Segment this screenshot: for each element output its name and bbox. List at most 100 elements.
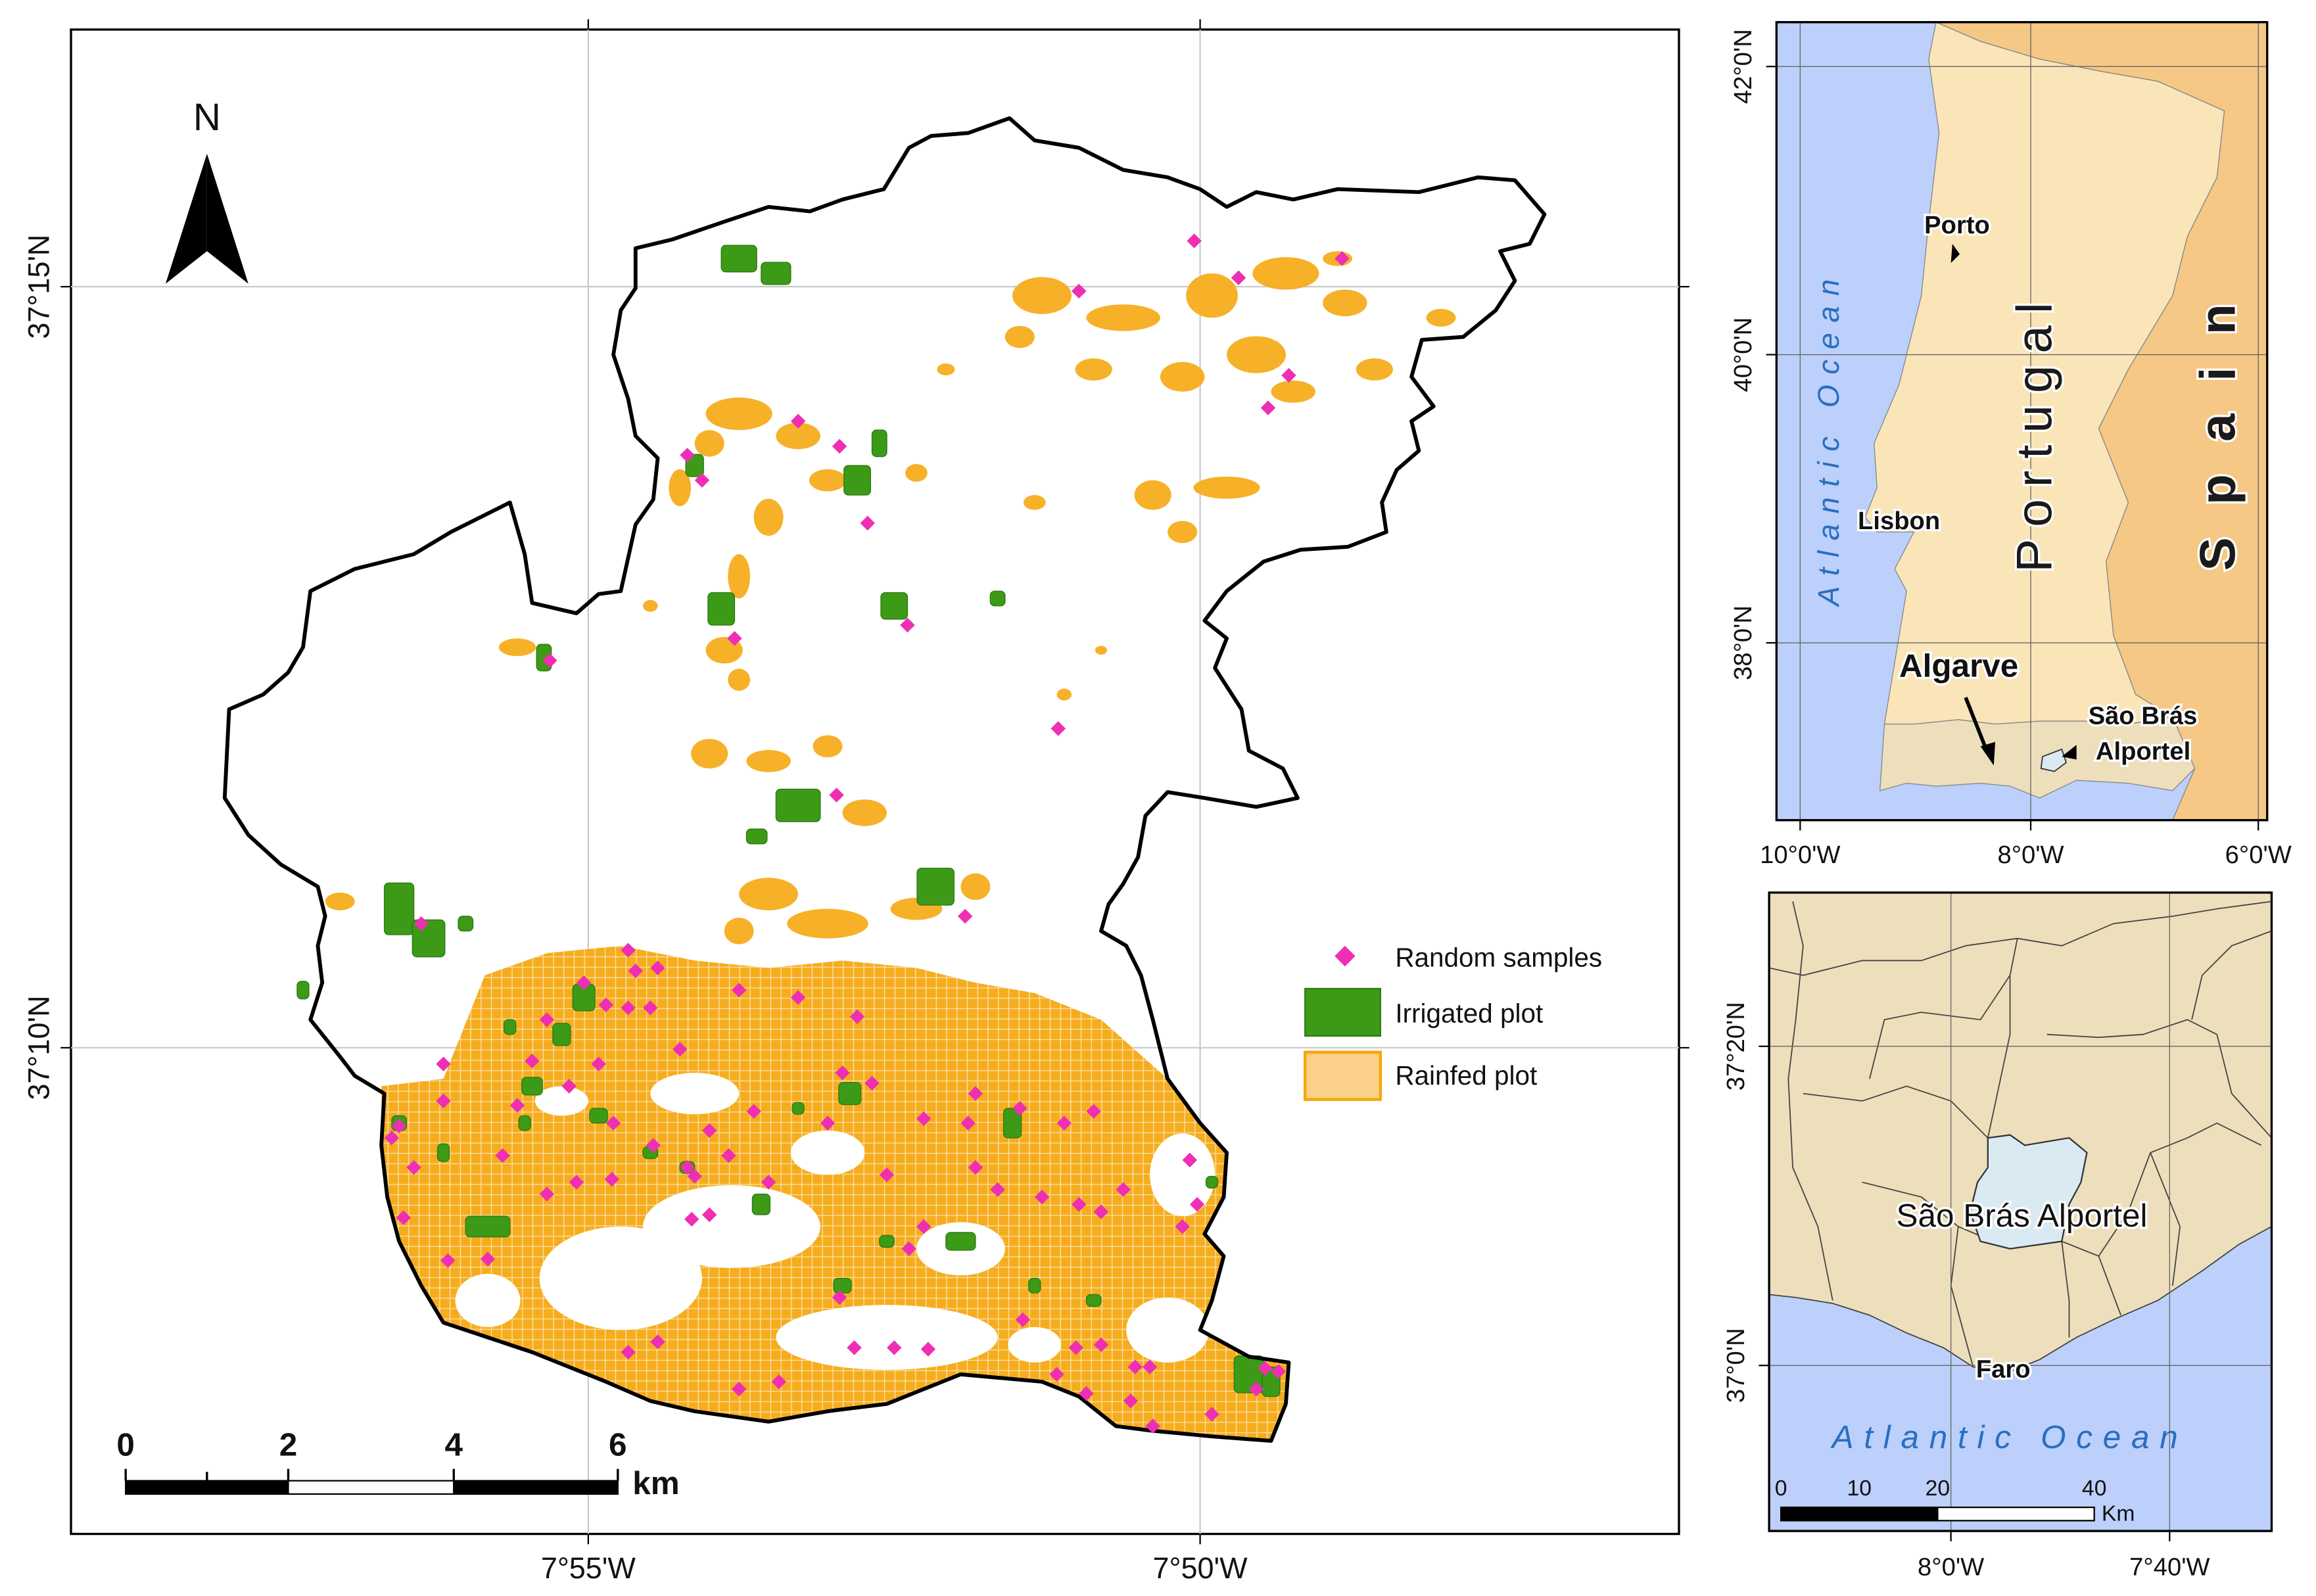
rainfed-plot <box>724 918 754 945</box>
random-sample <box>1258 1361 1273 1376</box>
random-sample <box>990 1182 1005 1197</box>
rainfed-plot <box>809 469 847 492</box>
alg-scale-0: 0 <box>1775 1476 1787 1501</box>
rainfed-plots <box>325 251 1456 945</box>
random-sample <box>539 1012 555 1027</box>
random-sample <box>1093 1204 1109 1219</box>
alg-lat-37-0n: 37°0'N <box>1722 1328 1750 1403</box>
random-sample <box>829 787 844 803</box>
legend-rainfed-symbol <box>1303 1050 1383 1101</box>
rainfed-plot <box>1356 358 1393 381</box>
random-sample <box>701 1207 717 1223</box>
irrigated-plot <box>521 1077 543 1096</box>
scale-tick-2: 2 <box>279 1426 297 1463</box>
random-sample <box>761 1175 776 1190</box>
spain-label: Spain <box>2190 271 2246 571</box>
rainfed-plot <box>1168 521 1198 544</box>
random-sample <box>621 1344 636 1360</box>
random-sample <box>886 1340 902 1355</box>
random-sample <box>605 1115 621 1131</box>
lon-label-7-50: 7°50'W <box>1153 1551 1248 1585</box>
random-sample <box>968 1086 983 1101</box>
sao-bras-area <box>1969 1134 2088 1250</box>
random-sample <box>920 1342 936 1357</box>
irrigated-plot <box>838 1082 862 1106</box>
random-sample <box>771 1374 787 1390</box>
algarve-area <box>1879 716 2196 799</box>
random-sample <box>968 1160 983 1175</box>
random-sample <box>1116 1182 1131 1197</box>
alg-scale-20: 20 <box>1926 1476 1950 1501</box>
irrigated-plot <box>504 1019 517 1035</box>
alg-lon-8w: 8°0'W <box>1918 1553 1984 1582</box>
main-map: N 0 2 4 6 km Random samples Irrigated pl… <box>22 19 1690 1585</box>
random-sample <box>790 990 806 1005</box>
random-sample <box>820 1115 836 1131</box>
random-sample <box>1015 1312 1031 1327</box>
lat-label-37-15: 37°15'N <box>22 235 55 339</box>
random-sample <box>539 1186 555 1202</box>
random-sample <box>495 1148 510 1163</box>
alg-lon-7-40w: 7°40'W <box>2129 1553 2210 1582</box>
irrigated-plot <box>518 1115 531 1131</box>
north-arrow: N <box>165 96 248 284</box>
random-sample <box>900 617 915 633</box>
random-sample <box>569 1175 584 1190</box>
random-sample <box>790 413 806 429</box>
rainfed-plot <box>1271 380 1315 403</box>
random-sample <box>621 943 636 958</box>
random-sample <box>646 1138 661 1153</box>
random-sample <box>1182 1152 1198 1168</box>
random-sample <box>628 963 644 979</box>
random-sample <box>960 1115 976 1131</box>
random-sample <box>721 1148 736 1163</box>
north-label: N <box>193 96 221 139</box>
rainfed-plot <box>1323 289 1367 317</box>
irrigated-plot <box>437 1143 450 1162</box>
irrigated-plot <box>552 1023 571 1046</box>
legend-sample-symbol <box>1335 945 1356 967</box>
irrigated-plot <box>945 1232 976 1251</box>
irrigated-plot <box>383 882 415 935</box>
alg-lat-37-20n: 37°20'N <box>1722 1002 1750 1091</box>
random-sample <box>860 515 875 531</box>
random-sample <box>684 1211 699 1227</box>
random-sample <box>687 1169 702 1184</box>
random-sample <box>731 983 747 998</box>
random-sample <box>1012 1100 1028 1116</box>
ocean-label-algarve: Atlantic Ocean <box>1830 1419 2188 1455</box>
lat-label-37-10: 37°10'N <box>22 995 55 1100</box>
pt-lat-40n: 40°0'N <box>1729 317 1757 392</box>
irrigated-plot <box>880 592 909 620</box>
study-area-boundary <box>222 116 1547 1443</box>
random-sample <box>396 1210 412 1225</box>
alg-scale-40: 40 <box>2082 1476 2107 1501</box>
random-sample <box>1145 1419 1160 1434</box>
random-sample <box>621 1000 636 1016</box>
algarve-label: Algarve <box>1899 648 2018 684</box>
scale-tick-0: 0 <box>116 1426 135 1463</box>
rainfed-plot <box>842 799 887 826</box>
alg-scale-10: 10 <box>1847 1476 1872 1501</box>
legend-sample-label: Random samples <box>1395 942 1602 972</box>
random-sample <box>727 630 742 646</box>
legend-irrigated-symbol <box>1304 987 1381 1037</box>
random-sample <box>643 1000 658 1016</box>
pt-lon-10w: 10°0'W <box>1760 841 1840 869</box>
rainfed-plot <box>1023 495 1046 510</box>
algarve-scale-bar: 0 10 20 40 Km <box>1775 1476 2135 1526</box>
rainfed-plot <box>1193 477 1260 499</box>
pt-lat-42n: 42°0'N <box>1729 29 1757 104</box>
random-sample <box>604 1171 620 1187</box>
rainfed-plot <box>325 892 355 910</box>
sao-bras-label-line1: São Brás <box>2089 702 2198 730</box>
irrigated-plot <box>871 429 887 458</box>
random-sample <box>576 975 592 991</box>
random-sample <box>1071 1197 1087 1212</box>
rainfed-plot <box>1252 257 1319 290</box>
rainfed-south-zone <box>381 945 1289 1441</box>
rainfed-plot <box>813 735 843 758</box>
random-sample <box>1086 1104 1101 1119</box>
irrigated-plot <box>458 916 474 932</box>
irrigated-plot <box>465 1215 511 1238</box>
